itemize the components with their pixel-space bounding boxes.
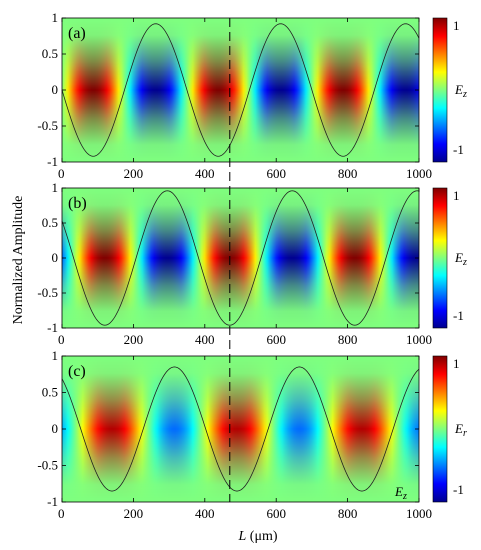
colorbar-tick-label: 1	[453, 356, 460, 371]
x-tick-label: 0	[58, 332, 65, 347]
x-tick-label: 400	[195, 166, 215, 181]
x-tick-label: 600	[266, 506, 286, 521]
y-tick-label: -1	[47, 320, 58, 335]
y-tick-label: -0.5	[37, 458, 58, 473]
panel-label: (c)	[68, 363, 86, 380]
colorbar	[432, 355, 448, 503]
y-tick-label: -1	[47, 494, 58, 509]
x-tick-label: 1000	[406, 506, 432, 521]
colorbar-tick-label: -1	[453, 308, 464, 323]
colorbar	[432, 17, 448, 163]
x-tick-label: 400	[195, 506, 215, 521]
panel-b: 10.50-0.5-10 200 400 600 800 1000(b) 1-1Ez	[37, 180, 467, 347]
panel-a: 10.50-0.5-10 200 400 600 800 1000(a) 1-1Ez	[37, 10, 467, 181]
y-tick-label: 0.5	[42, 215, 58, 230]
colorbar-tick-label: 1	[453, 18, 460, 33]
x-tick-label: 400	[195, 332, 215, 347]
x-tick-label: 200	[124, 506, 144, 521]
heatmap-field	[62, 18, 419, 162]
y-tick-label: -1	[47, 154, 58, 169]
amplitude-curve	[61, 366, 420, 492]
y-tick-label: 0	[52, 82, 59, 97]
amplitude-curve	[61, 23, 420, 157]
y-axis-label: Normalized Amplitude	[11, 196, 26, 325]
x-tick-label: 600	[266, 332, 286, 347]
colorbar-label: Ez	[454, 250, 467, 268]
x-tick-label: 0	[58, 166, 65, 181]
x-tick-label: 1000	[406, 332, 432, 347]
corner-label: Ez	[394, 484, 407, 502]
x-tick-label: 1000	[406, 166, 432, 181]
x-tick-label: 200	[124, 332, 144, 347]
x-tick-label: 800	[338, 332, 358, 347]
amplitude-curve	[61, 190, 420, 326]
panel-label: (b)	[68, 195, 87, 212]
colorbar-label: Ez	[454, 82, 467, 100]
x-tick-label: 800	[338, 166, 358, 181]
x-tick-label: 600	[266, 166, 286, 181]
y-tick-label: 0.5	[42, 46, 58, 61]
heatmap-field	[62, 356, 419, 502]
y-tick-label: 0	[52, 250, 59, 265]
x-tick-label: 0	[58, 506, 65, 521]
y-tick-label: -0.5	[37, 285, 58, 300]
y-tick-label: 1	[52, 10, 59, 25]
y-tick-label: 1	[52, 180, 59, 195]
y-tick-label: 0.5	[42, 385, 58, 400]
y-tick-label: 1	[52, 348, 59, 363]
colorbar	[432, 187, 448, 329]
x-axis-label: L (μm)	[237, 529, 277, 544]
colorbar-label: Er	[454, 421, 467, 439]
x-tick-label: 800	[338, 506, 358, 521]
panel-label: (a)	[68, 25, 86, 42]
colorbar-tick-label: -1	[453, 142, 464, 157]
x-tick-label: 200	[124, 166, 144, 181]
y-tick-label: -0.5	[37, 118, 58, 133]
panel-c: 10.50-0.5-10 200 400 600 800 1000(c)Ez1-1Er	[37, 348, 467, 521]
y-tick-label: 0	[52, 421, 59, 436]
colorbar-tick-label: 1	[453, 188, 460, 203]
heatmap-field	[62, 188, 419, 328]
colorbar-tick-label: -1	[453, 482, 464, 497]
